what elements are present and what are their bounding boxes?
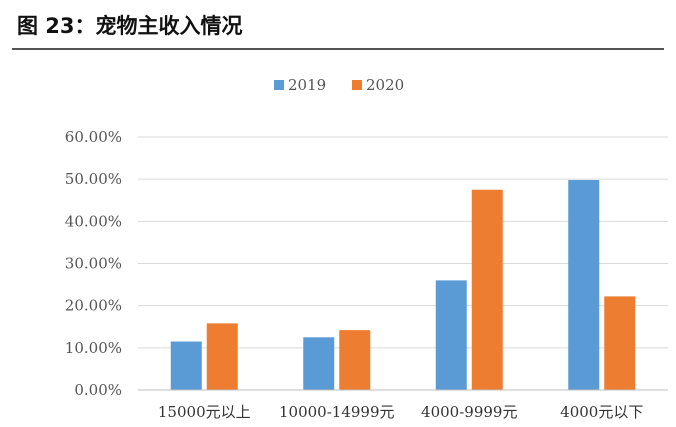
figure-header: 图 23：宠物主收入情况 <box>0 0 676 50</box>
bar-2019 <box>435 280 467 390</box>
bar-2019 <box>568 180 600 390</box>
bar-2020 <box>604 296 636 390</box>
x-category-label: 15000元以上 <box>158 403 251 421</box>
y-tick-label: 20.00% <box>65 297 122 315</box>
y-tick-label: 60.00% <box>65 128 122 146</box>
chart-legend: 2019 2020 <box>274 76 404 94</box>
bar-2020 <box>206 323 238 390</box>
y-tick-label: 30.00% <box>65 255 122 273</box>
bar-2019 <box>170 341 202 390</box>
legend-label-2020: 2020 <box>366 76 404 94</box>
legend-swatch-2019 <box>274 80 284 90</box>
x-category-label: 4000-9999元 <box>421 403 517 421</box>
y-tick-label: 40.00% <box>65 212 122 230</box>
y-tick-label: 0.00% <box>74 381 122 399</box>
header-rule <box>12 48 664 50</box>
bar-2020 <box>471 189 503 390</box>
x-axis-labels: 15000元以上 10000-14999元 4000-9999元 4000元以下 <box>158 403 643 421</box>
bars <box>170 180 636 390</box>
x-category-label: 4000元以下 <box>560 403 643 421</box>
y-tick-label: 50.00% <box>65 170 122 188</box>
legend-swatch-2020 <box>352 80 362 90</box>
figure-title: 图 23：宠物主收入情况 <box>17 14 243 38</box>
bar-2020 <box>339 330 371 390</box>
y-tick-label: 10.00% <box>65 339 122 357</box>
y-axis-ticks: 0.00% 10.00% 20.00% 30.00% 40.00% 50.00% 60.00… <box>65 128 122 399</box>
x-category-label: 10000-14999元 <box>279 403 395 421</box>
legend-label-2019: 2019 <box>288 76 326 94</box>
bar-2019 <box>303 337 335 390</box>
